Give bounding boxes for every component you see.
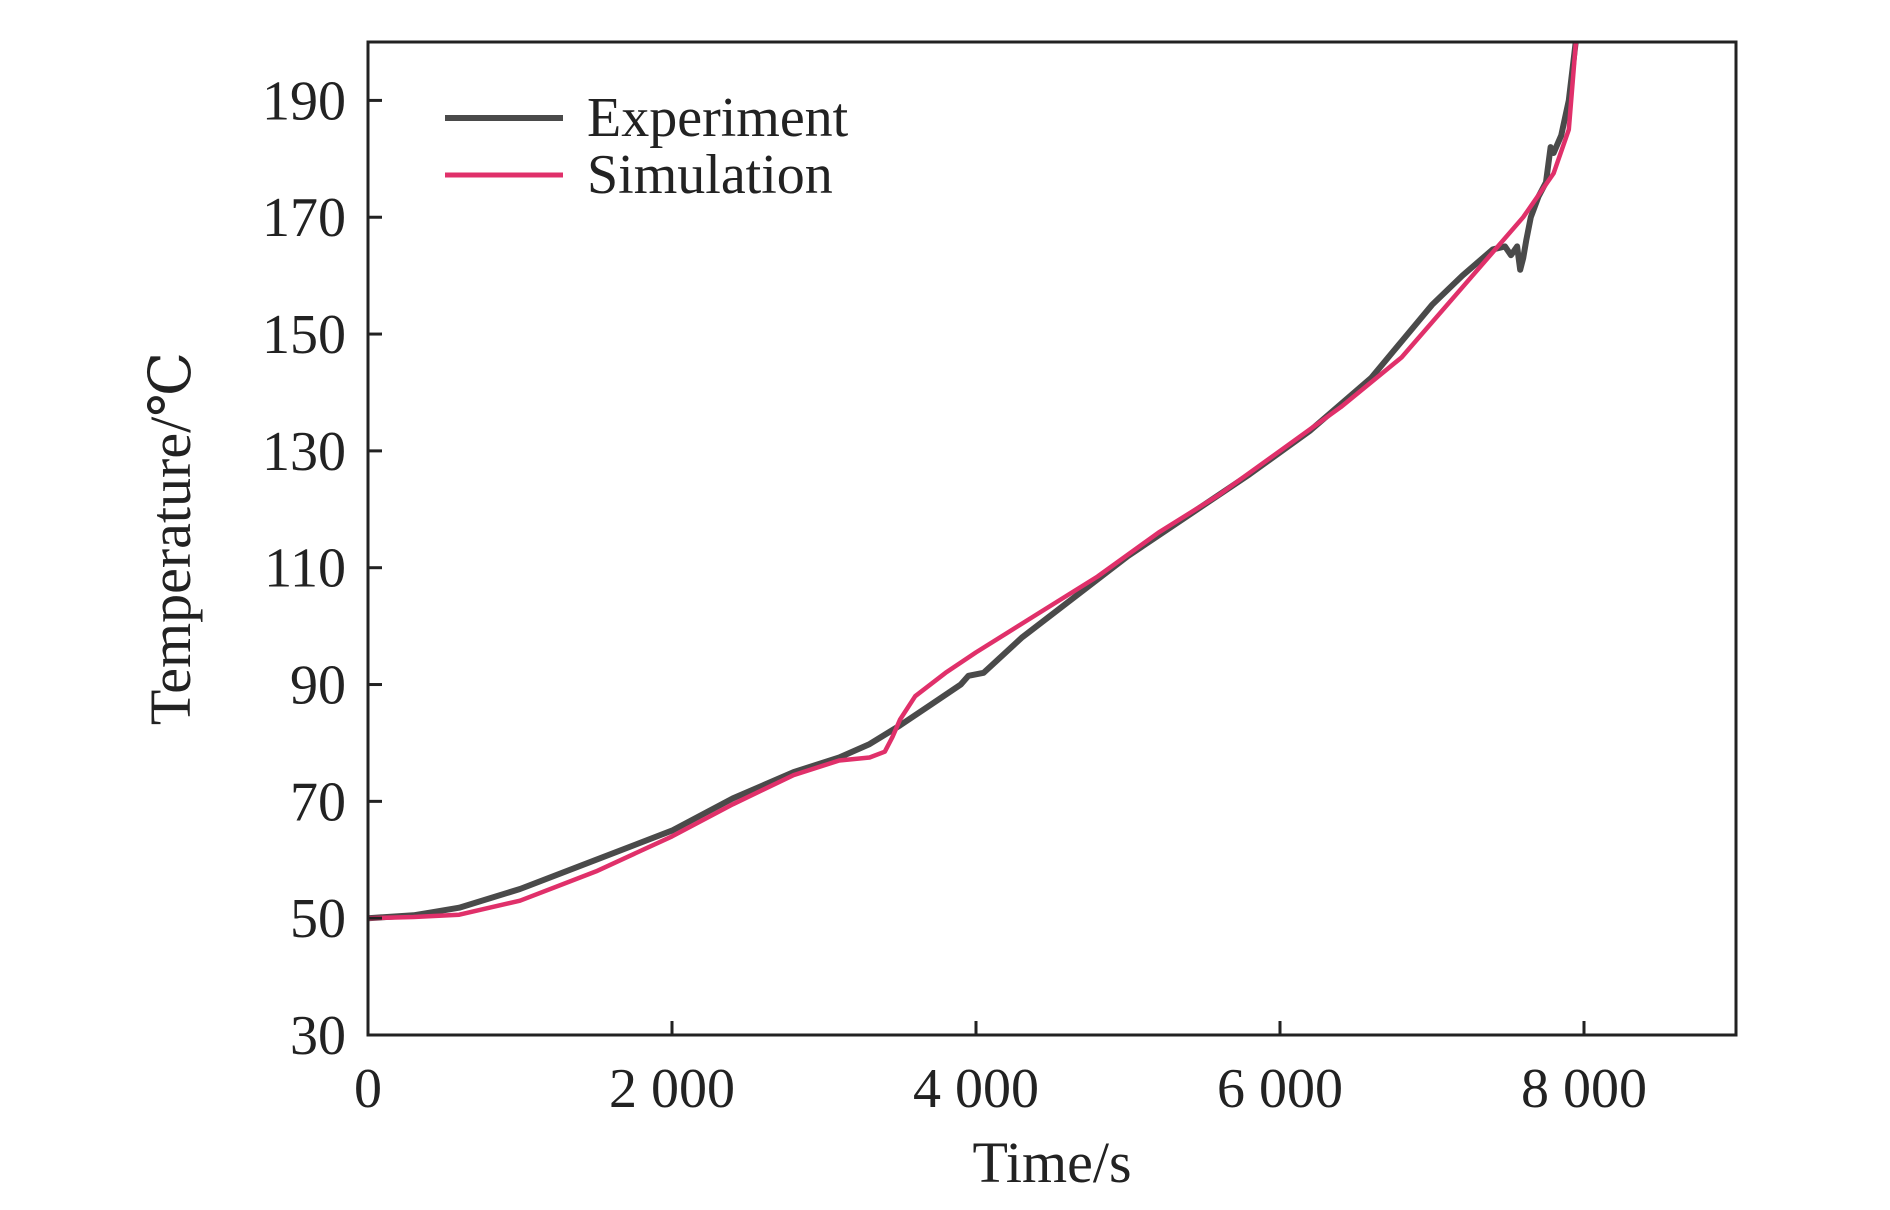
y-tick-label: 30: [290, 1005, 346, 1067]
series-layer: [368, 42, 1579, 922]
x-tick-label: 0: [354, 1058, 382, 1120]
x-tick-label: 4 000: [913, 1058, 1039, 1120]
y-tick-label: 150: [262, 304, 346, 366]
x-tick-label: 8 000: [1521, 1058, 1647, 1120]
y-tick-label: 130: [262, 421, 346, 483]
y-tick-label: 90: [290, 655, 346, 717]
x-axis-title: Time/s: [972, 1130, 1131, 1195]
y-tick-label: 190: [262, 70, 346, 132]
plot-frame: [366, 40, 1738, 1037]
x-tick-label: 2 000: [609, 1058, 735, 1120]
series-line-simulation: [368, 42, 1579, 921]
y-tick-label: 170: [262, 187, 346, 249]
x-tick-label: 6 000: [1217, 1058, 1343, 1120]
legend-label-simulation: Simulation: [587, 144, 833, 206]
y-tick-label: 110: [264, 538, 346, 600]
y-tick-label: 70: [290, 771, 346, 833]
legend-label-experiment: Experiment: [587, 87, 849, 149]
y-tick-label: 50: [290, 888, 346, 950]
y-axis-title: Temperature/℃: [138, 352, 203, 725]
series-line-experiment: [368, 42, 1579, 922]
tick-layer: 0 2 000 4 000 6 000 8 000 30 50 70 90 110 130 150 17…: [262, 70, 1647, 1120]
